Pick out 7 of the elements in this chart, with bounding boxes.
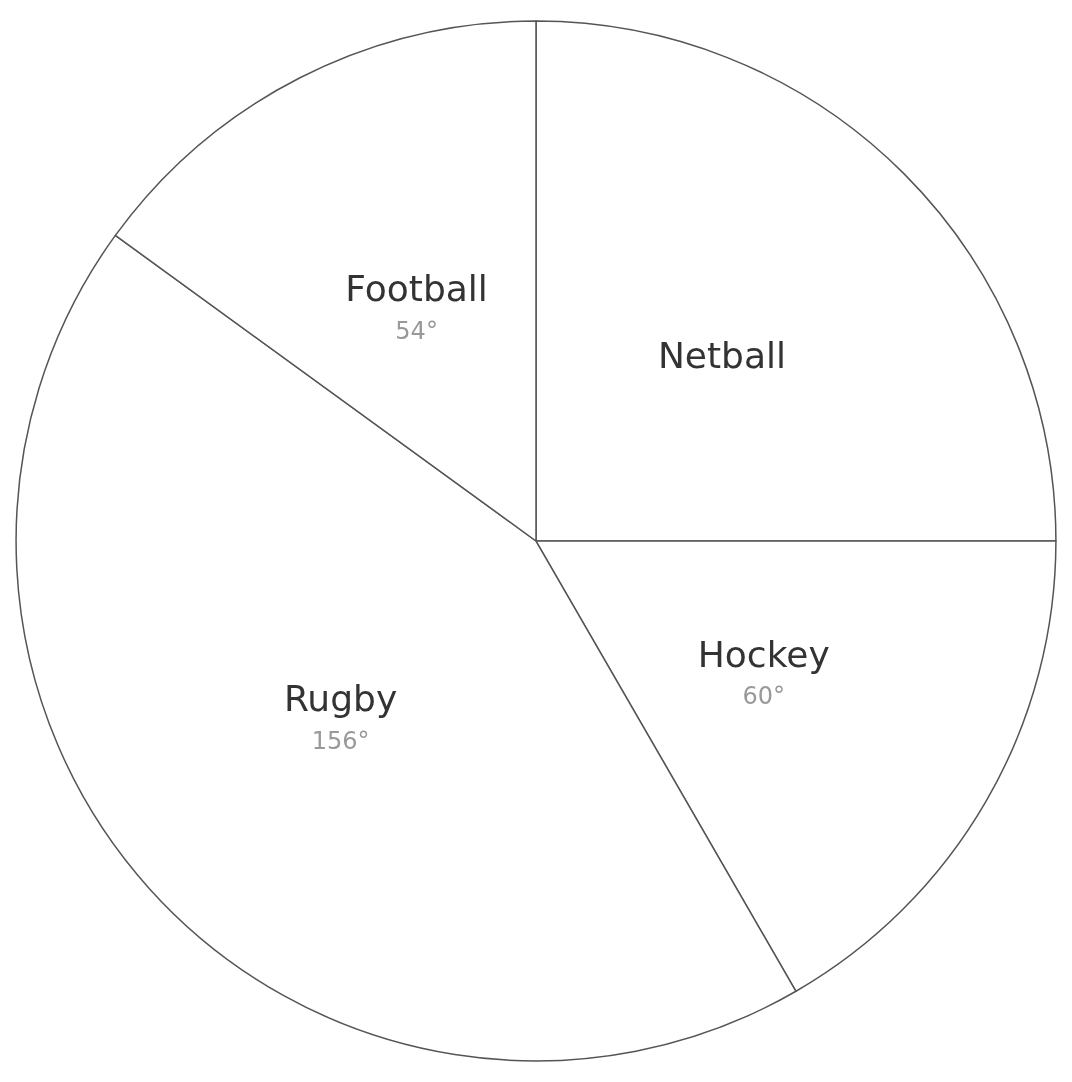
slice-label: Football bbox=[345, 268, 488, 310]
data-label: 60° bbox=[742, 682, 785, 711]
data-label: 156° bbox=[311, 726, 370, 755]
slice-label: Rugby bbox=[283, 678, 398, 720]
slice-label: Netball bbox=[657, 334, 786, 376]
slice-label: Hockey bbox=[697, 633, 830, 675]
data-label: 54° bbox=[395, 316, 438, 345]
